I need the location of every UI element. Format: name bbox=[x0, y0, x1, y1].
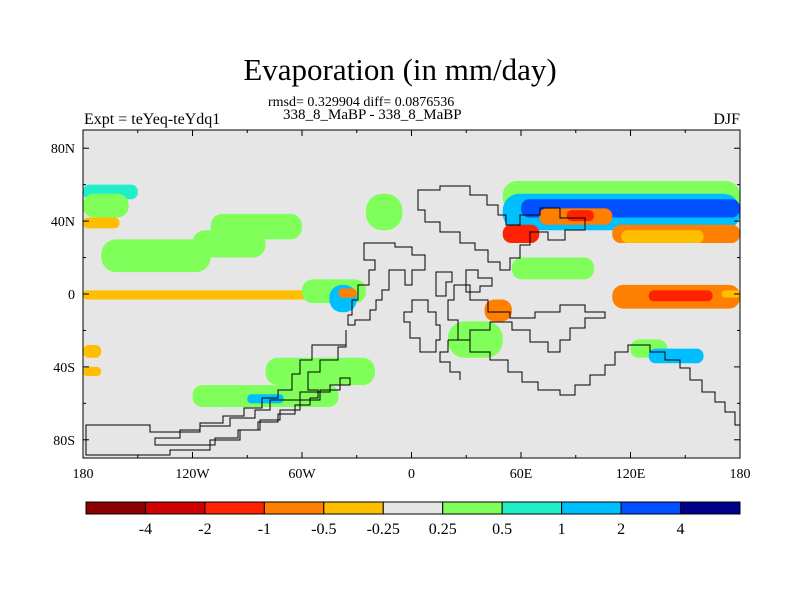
experiment-subtitle: 338_8_MaBP - 338_8_MaBP bbox=[283, 107, 462, 123]
anomaly-patch bbox=[365, 193, 403, 231]
anomaly-patch bbox=[83, 366, 102, 376]
x-tick-label: 60E bbox=[510, 467, 533, 482]
anomaly-patch bbox=[83, 217, 120, 229]
evaporation-anomaly-field bbox=[83, 181, 740, 407]
rmsd-diff-stats: rmsd= 0.329904 diff= 0.0876536 bbox=[268, 95, 455, 110]
colorbar-label: -0.25 bbox=[367, 521, 400, 538]
x-tick-label: 60W bbox=[288, 467, 316, 482]
axis-tick-labels: 180 120W 60W 0 60E 120E 180 80N 40N 0 40S 80S bbox=[51, 142, 751, 482]
colorbar-swatch bbox=[382, 501, 444, 515]
coastlines bbox=[85, 185, 740, 456]
anomaly-patch bbox=[721, 290, 740, 298]
colorbar: -4 -2 -1 -0.5 -0.25 0.25 0.5 1 2 4 bbox=[85, 501, 741, 538]
anomaly-patch bbox=[484, 299, 512, 322]
x-tick-label: 180 bbox=[73, 467, 94, 482]
colorbar-label: 1 bbox=[558, 521, 566, 538]
colorbar-swatch bbox=[144, 501, 206, 515]
anomaly-patch bbox=[83, 345, 102, 358]
colorbar-swatch bbox=[323, 501, 384, 515]
colorbar-swatch bbox=[680, 501, 741, 515]
anomaly-patch bbox=[83, 290, 339, 300]
colorbar-label: -2 bbox=[198, 521, 211, 538]
anomaly-patch bbox=[621, 230, 704, 243]
y-tick-label: 40N bbox=[51, 215, 75, 230]
anomaly-patch bbox=[101, 239, 211, 273]
y-tick-label: 0 bbox=[68, 288, 75, 303]
anomaly-patch bbox=[566, 210, 594, 222]
y-tick-label: 40S bbox=[53, 361, 75, 376]
colorbar-label: 0.25 bbox=[429, 521, 457, 538]
colorbar-label: 2 bbox=[617, 521, 625, 538]
colorbar-label: -1 bbox=[258, 521, 271, 538]
x-tick-label: 120W bbox=[175, 467, 210, 482]
colorbar-label: -0.5 bbox=[311, 521, 336, 538]
x-tick-label: 120E bbox=[616, 467, 646, 482]
colorbar-swatch bbox=[501, 501, 563, 515]
anomaly-patch bbox=[247, 394, 284, 404]
anomaly-patch bbox=[502, 224, 540, 243]
anomaly-patch bbox=[338, 288, 357, 298]
y-tick-label: 80N bbox=[51, 142, 75, 157]
colorbar-swatch bbox=[204, 501, 265, 515]
x-tick-label: 180 bbox=[730, 467, 751, 482]
x-tick-label: 0 bbox=[408, 467, 415, 482]
season-label: DJF bbox=[713, 111, 740, 128]
colorbar-label: -4 bbox=[139, 521, 152, 538]
anomaly-patch bbox=[648, 348, 704, 364]
colorbar-swatch bbox=[561, 501, 622, 515]
chart-title: Evaporation (in mm/day) bbox=[243, 52, 557, 87]
colorbar-label: 4 bbox=[677, 521, 685, 538]
anomaly-patch bbox=[83, 193, 129, 218]
anomaly-patch bbox=[648, 290, 713, 302]
colorbar-label: 0.5 bbox=[492, 521, 512, 538]
experiment-label: Expt = teYeq-teYdq1 bbox=[84, 111, 221, 128]
axis-ticks bbox=[82, 130, 741, 458]
anomaly-patch bbox=[192, 230, 266, 258]
colorbar-swatch bbox=[620, 501, 682, 515]
anomaly-patch bbox=[511, 257, 594, 280]
colorbar-swatch bbox=[85, 501, 146, 515]
colorbar-swatch bbox=[442, 501, 503, 515]
colorbar-swatch bbox=[263, 501, 325, 515]
y-tick-label: 80S bbox=[53, 434, 75, 449]
